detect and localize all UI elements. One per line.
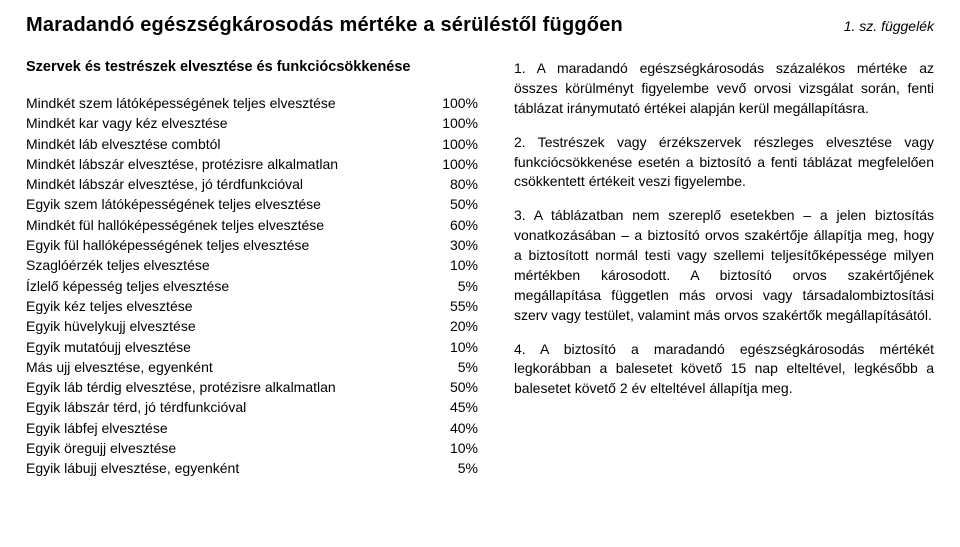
row-value: 30% [438,235,478,255]
row-value: 80% [438,174,478,194]
row-label: Egyik láb térdig elvesztése, protézisre … [26,377,336,397]
row-value: 10% [438,337,478,357]
table-row: Egyik lábszár térd, jó térdfunkcióval 45% [26,397,478,417]
table-row: Ízlelő képesség teljes elvesztése 5% [26,276,478,296]
row-label: Egyik fül hallóképességének teljes elves… [26,235,309,255]
appendix-label: 1. sz. függelék [844,18,934,34]
row-label: Mindkét szem látóképességének teljes elv… [26,93,336,113]
row-value: 100% [430,113,478,133]
left-column: Szervek és testrészek elvesztése és funk… [26,59,478,479]
table-row: Mindkét szem látóképességének teljes elv… [26,93,478,113]
table-row: Mindkét lábszár elvesztése, protézisre a… [26,154,478,174]
row-label: Egyik szem látóképességének teljes elves… [26,194,321,214]
row-label: Egyik kéz teljes elvesztése [26,296,193,316]
table-row: Mindkét fül hallóképességének teljes elv… [26,215,478,235]
table-row: Egyik öregujj elvesztése 10% [26,438,478,458]
table-row: Mindkét lábszár elvesztése, jó térdfunkc… [26,174,478,194]
row-label: Mindkét lábszár elvesztése, protézisre a… [26,154,338,174]
row-value: 5% [446,458,478,478]
row-value: 5% [446,357,478,377]
row-value: 20% [438,316,478,336]
table-row: Mindkét láb elvesztése combtól 100% [26,134,478,154]
row-label: Egyik lábfej elvesztése [26,418,168,438]
table-row: Egyik mutatóujj elvesztése 10% [26,337,478,357]
table-row: Szaglóérzék teljes elvesztése 10% [26,255,478,275]
row-label: Mindkét kar vagy kéz elvesztése [26,113,228,133]
table-row: Egyik kéz teljes elvesztése 55% [26,296,478,316]
note-paragraph: 4. A biztosító a maradandó egészségkáros… [514,340,934,400]
row-label: Egyik hüvelykujj elvesztése [26,316,196,336]
row-value: 100% [430,154,478,174]
note-paragraph: 2. Testrészek vagy érzékszervek részlege… [514,133,934,193]
table-heading: Szervek és testrészek elvesztése és funk… [26,59,478,75]
table-row: Egyik láb térdig elvesztése, protézisre … [26,377,478,397]
note-paragraph: 1. A maradandó egészségkárosodás százalé… [514,59,934,119]
row-value: 10% [438,255,478,275]
right-column-notes: 1. A maradandó egészségkárosodás százalé… [514,59,934,479]
table-row: Egyik szem látóképességének teljes elves… [26,194,478,214]
row-label: Ízlelő képesség teljes elvesztése [26,276,229,296]
row-label: Egyik lábszár térd, jó térdfunkcióval [26,397,246,417]
row-label: Egyik lábujj elvesztése, egyenként [26,458,239,478]
row-value: 55% [438,296,478,316]
page: Maradandó egészségkárosodás mértéke a sé… [0,0,960,547]
table-row: Egyik fül hallóképességének teljes elves… [26,235,478,255]
row-value: 60% [438,215,478,235]
row-label: Mindkét láb elvesztése combtól [26,134,221,154]
row-value: 10% [438,438,478,458]
row-value: 45% [438,397,478,417]
table-row: Egyik lábujj elvesztése, egyenként 5% [26,458,478,478]
table-row: Egyik lábfej elvesztése 40% [26,418,478,438]
header-row: Maradandó egészségkárosodás mértéke a sé… [26,14,934,37]
row-label: Egyik mutatóujj elvesztése [26,337,191,357]
row-label: Mindkét lábszár elvesztése, jó térdfunkc… [26,174,303,194]
columns: Szervek és testrészek elvesztése és funk… [26,59,934,479]
table-row: Mindkét kar vagy kéz elvesztése 100% [26,113,478,133]
row-label: Mindkét fül hallóképességének teljes elv… [26,215,324,235]
row-label: Egyik öregujj elvesztése [26,438,176,458]
table-row: Egyik hüvelykujj elvesztése 20% [26,316,478,336]
page-title: Maradandó egészségkárosodás mértéke a sé… [26,14,623,37]
row-label: Szaglóérzék teljes elvesztése [26,255,210,275]
loss-table: Mindkét szem látóképességének teljes elv… [26,93,478,479]
note-paragraph: 3. A táblázatban nem szereplő esetekben … [514,206,934,325]
row-value: 5% [446,276,478,296]
row-value: 50% [438,377,478,397]
row-value: 40% [438,418,478,438]
row-label: Más ujj elvesztése, egyenként [26,357,213,377]
row-value: 100% [430,134,478,154]
row-value: 50% [438,194,478,214]
table-row: Más ujj elvesztése, egyenként 5% [26,357,478,377]
row-value: 100% [430,93,478,113]
